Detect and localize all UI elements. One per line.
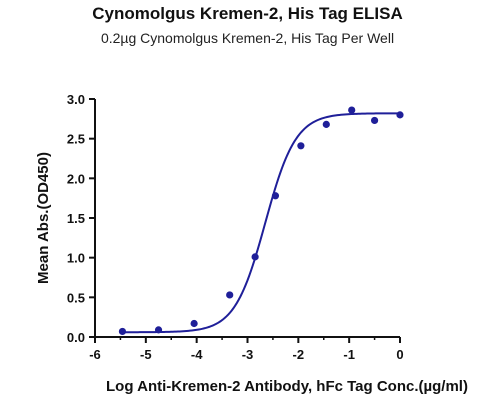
data-point xyxy=(348,106,356,114)
y-tick-label: 3.0 xyxy=(67,92,85,107)
data-point xyxy=(226,291,234,299)
y-tick-label: 2.0 xyxy=(67,171,85,186)
data-point xyxy=(322,120,330,128)
x-tick-label: -6 xyxy=(89,347,101,362)
data-point xyxy=(154,326,163,334)
fit-curve xyxy=(122,112,401,334)
y-axis-label: Mean Abs.(OD450) xyxy=(35,152,52,284)
x-tick-label: -1 xyxy=(343,347,355,362)
data-point xyxy=(118,327,127,336)
x-tick-label: -3 xyxy=(242,347,254,362)
y-tick-label: 1.5 xyxy=(67,211,85,226)
chart-title: Cynomolgus Kremen-2, His Tag ELISA xyxy=(92,4,403,23)
x-tick-label: -5 xyxy=(140,347,152,362)
x-tick-label: 0 xyxy=(396,347,403,362)
y-tick-label: 0.5 xyxy=(67,290,85,305)
data-point xyxy=(396,111,404,119)
y-tick-label: 0.0 xyxy=(67,330,85,345)
fit-curve-layer xyxy=(122,112,401,334)
x-axis-label: Log Anti-Kremen-2 Antibody, hFc Tag Conc… xyxy=(106,378,468,395)
data-point xyxy=(271,192,280,200)
x-tick-label: -2 xyxy=(293,347,305,362)
y-tick-label: 1.0 xyxy=(67,251,85,266)
axes xyxy=(89,98,401,343)
data-point xyxy=(190,319,198,328)
chart-subtitle: 0.2µg Cynomolgus Kremen-2, His Tag Per W… xyxy=(100,30,395,46)
data-points-layer xyxy=(118,106,404,336)
data-point xyxy=(297,142,305,150)
x-tick-label: -4 xyxy=(191,347,203,362)
tick-labels-layer: -6 -5 -4 -3 -2 -1 0 0.0 0.5 1.0 1.5 2.0 2.5 3.0 xyxy=(67,92,404,362)
data-point xyxy=(251,253,259,261)
y-tick-label: 2.5 xyxy=(67,132,85,147)
data-point xyxy=(370,116,379,125)
